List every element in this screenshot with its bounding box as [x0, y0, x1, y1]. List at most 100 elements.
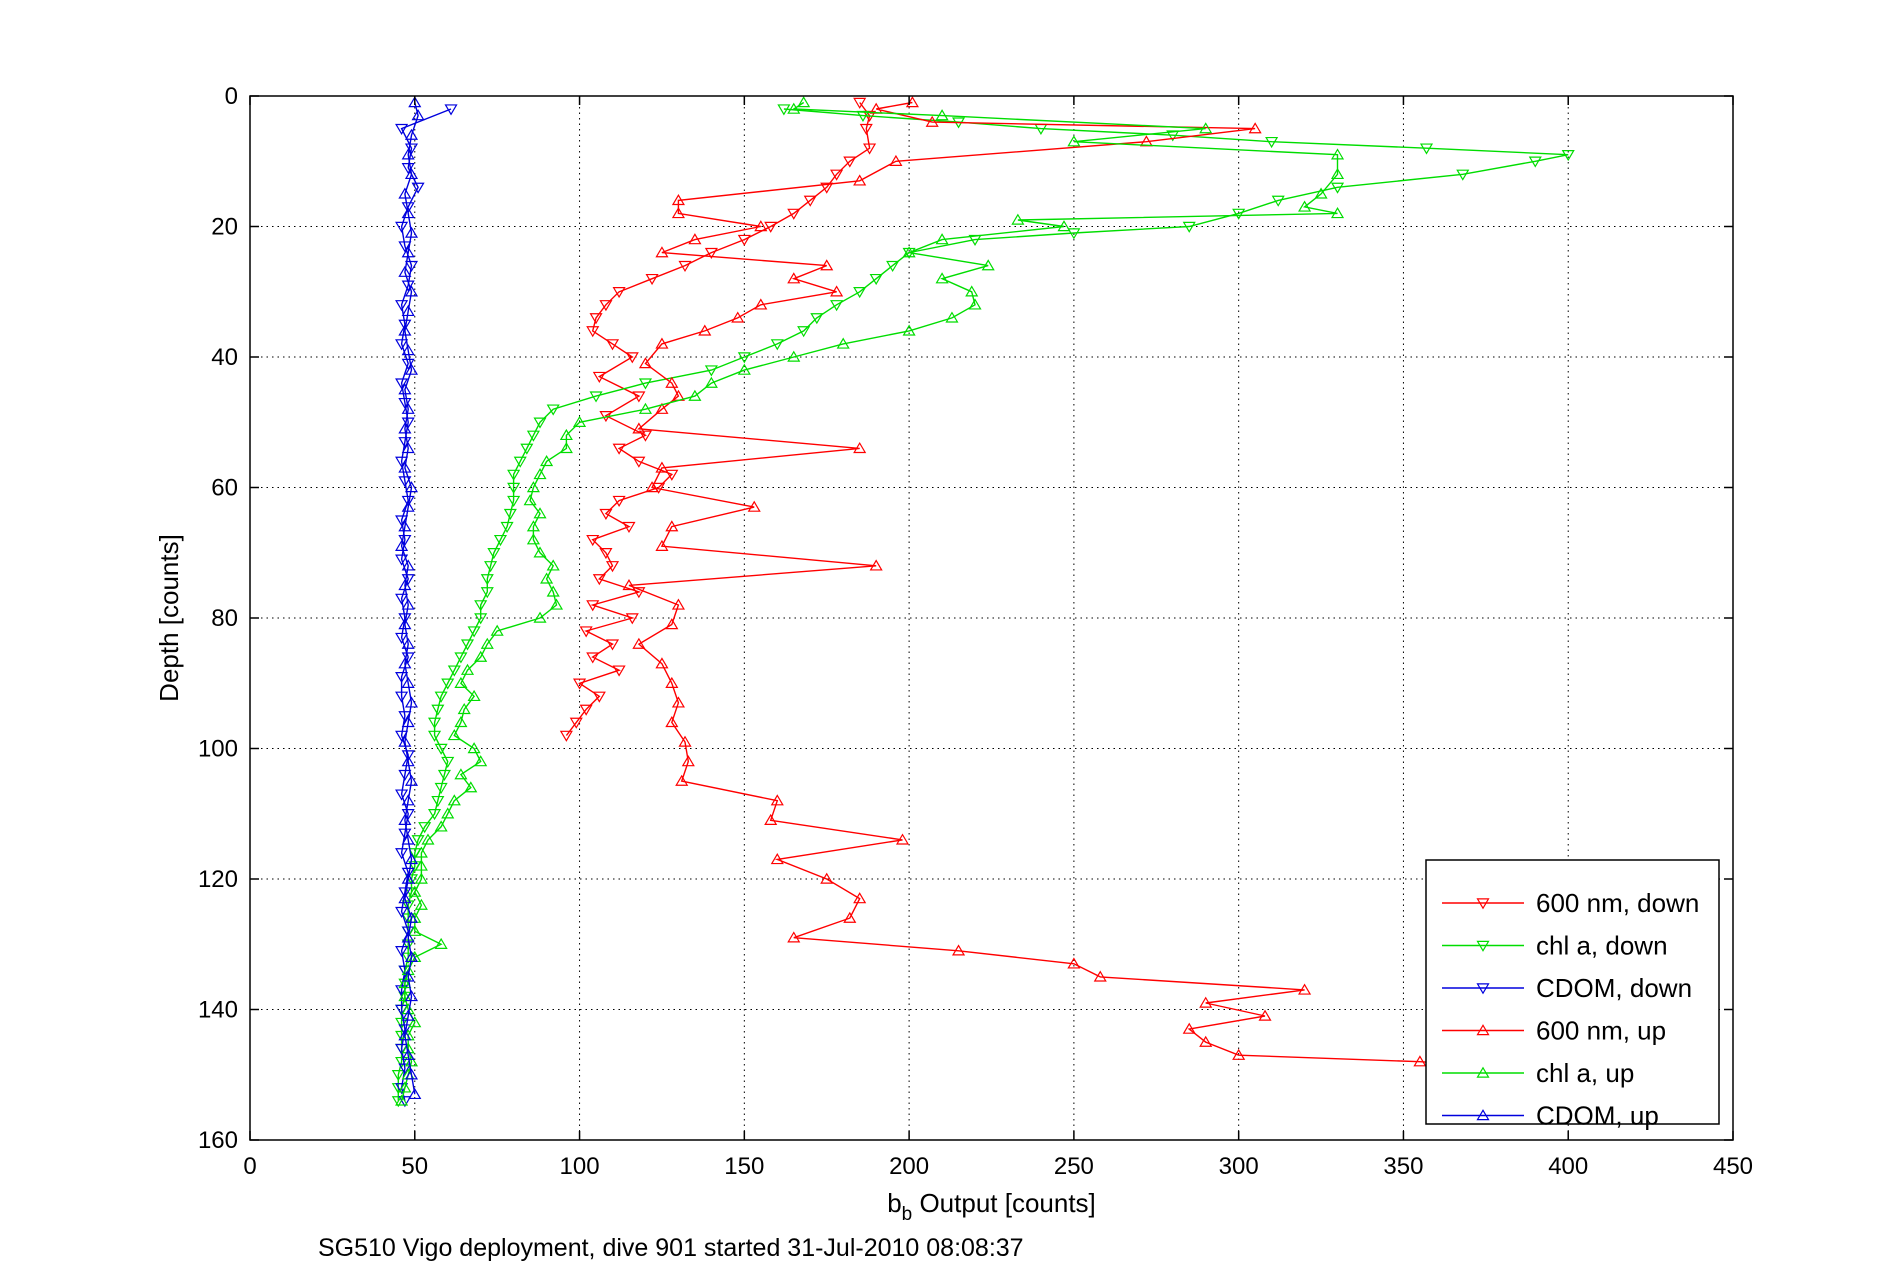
data-point: [787, 931, 801, 943]
data-point: [573, 678, 587, 690]
data-point: [398, 1096, 412, 1108]
data-point: [414, 859, 428, 871]
data-point: [843, 911, 857, 923]
data-point: [414, 898, 428, 910]
data-point: [434, 820, 448, 832]
data-point: [671, 598, 685, 610]
data-point: [398, 892, 412, 904]
data-point: [523, 494, 537, 506]
data-point: [401, 755, 415, 767]
series-4: [395, 96, 1345, 1106]
data-point: [1067, 228, 1081, 240]
data-point: [454, 676, 468, 688]
data-point: [675, 774, 689, 786]
data-point: [395, 593, 409, 605]
data-point: [638, 357, 653, 369]
data-point: [671, 193, 685, 206]
data-point: [395, 789, 409, 801]
data-point: [1298, 200, 1312, 212]
data-point: [1057, 220, 1071, 232]
data-point: [398, 1029, 412, 1041]
data-point: [540, 454, 554, 467]
data-point: [395, 730, 409, 742]
data-point: [447, 794, 461, 806]
data-point: [395, 691, 409, 703]
data-point: [395, 671, 409, 684]
data-point: [665, 676, 679, 688]
data-point: [549, 598, 564, 610]
data-point: [770, 339, 784, 351]
data-point: [484, 561, 498, 573]
data-point: [981, 259, 995, 271]
data-point: [404, 226, 419, 238]
data-point: [1067, 957, 1081, 969]
x-tick-label: 200: [889, 1153, 929, 1180]
data-point: [467, 626, 481, 638]
data-point: [787, 272, 801, 284]
data-point: [605, 639, 620, 651]
data-point: [787, 102, 801, 114]
legend-marker: [1476, 1109, 1490, 1121]
legend-item: CDOM, down: [1442, 973, 1692, 1003]
data-point: [398, 613, 412, 625]
x-tick-label: 50: [401, 1153, 428, 1180]
data-point: [401, 441, 415, 454]
data-point: [434, 937, 448, 949]
data-point: [395, 539, 409, 551]
legend-label: CDOM, up: [1536, 1101, 1659, 1131]
data-point: [803, 195, 817, 207]
data-point: [1330, 207, 1345, 219]
data-point: [533, 417, 547, 429]
data-point: [395, 515, 409, 527]
data-point: [638, 402, 653, 414]
y-tick-label: 160: [198, 1127, 238, 1154]
data-point: [401, 637, 415, 649]
data-point: [632, 637, 646, 649]
data-point: [704, 365, 718, 377]
data-point: [395, 339, 409, 351]
data-point: [401, 402, 415, 414]
data-point: [853, 892, 867, 904]
data-point: [573, 415, 587, 427]
data-point: [586, 326, 600, 338]
data-point: [408, 924, 422, 936]
data-point: [474, 650, 488, 662]
data-point: [404, 774, 419, 786]
data-point: [622, 521, 636, 534]
data-point: [401, 867, 415, 879]
data-point: [655, 337, 669, 349]
data-point: [513, 456, 527, 468]
data-point: [589, 313, 603, 325]
data-point: [612, 495, 626, 507]
data-point: [632, 422, 646, 434]
data-point: [546, 404, 560, 416]
data-point: [764, 813, 778, 826]
x-tick-label: 450: [1713, 1153, 1753, 1180]
data-point: [1561, 150, 1575, 162]
legend-marker: [1476, 898, 1490, 910]
data-point: [398, 887, 412, 899]
data-point: [586, 652, 600, 664]
data-point: [599, 548, 613, 560]
data-point: [404, 887, 419, 899]
data-point: [632, 456, 646, 468]
data-point: [404, 950, 419, 963]
x-axis-title-subscript: b: [902, 1204, 913, 1225]
legend-item: CDOM, up: [1442, 1101, 1659, 1131]
data-point: [902, 246, 916, 258]
data-point: [395, 456, 409, 468]
data-point: [737, 363, 751, 375]
data-point: [398, 711, 412, 723]
data-point: [404, 990, 419, 1002]
data-point: [401, 872, 415, 884]
data-point: [401, 344, 415, 356]
data-point: [622, 578, 636, 591]
data-point: [401, 970, 415, 982]
y-tick-label: 0: [225, 83, 238, 110]
series-line: [400, 101, 1339, 1101]
data-point: [655, 657, 669, 669]
data-point: [447, 665, 461, 677]
legend-label: 600 nm, down: [1536, 888, 1699, 918]
data-point: [645, 273, 659, 286]
legend-marker: [1476, 1066, 1490, 1078]
